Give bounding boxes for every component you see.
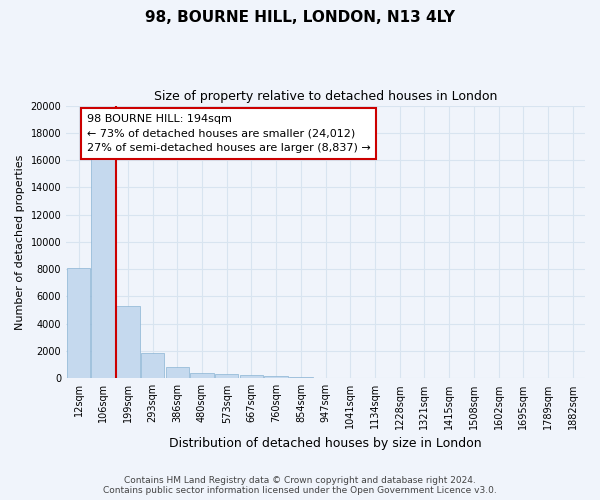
Bar <box>91 152 115 378</box>
Bar <box>215 374 238 378</box>
Bar <box>190 374 214 378</box>
Title: Size of property relative to detached houses in London: Size of property relative to detached ho… <box>154 90 497 103</box>
Bar <box>141 353 164 378</box>
Text: 98, BOURNE HILL, LONDON, N13 4LY: 98, BOURNE HILL, LONDON, N13 4LY <box>145 10 455 25</box>
Text: Contains HM Land Registry data © Crown copyright and database right 2024.
Contai: Contains HM Land Registry data © Crown c… <box>103 476 497 495</box>
X-axis label: Distribution of detached houses by size in London: Distribution of detached houses by size … <box>169 437 482 450</box>
Text: 98 BOURNE HILL: 194sqm
← 73% of detached houses are smaller (24,012)
27% of semi: 98 BOURNE HILL: 194sqm ← 73% of detached… <box>87 114 371 154</box>
Bar <box>116 306 140 378</box>
Y-axis label: Number of detached properties: Number of detached properties <box>15 154 25 330</box>
Bar <box>166 368 189 378</box>
Bar <box>265 376 288 378</box>
Bar <box>67 268 90 378</box>
Bar <box>289 376 313 378</box>
Bar <box>240 375 263 378</box>
